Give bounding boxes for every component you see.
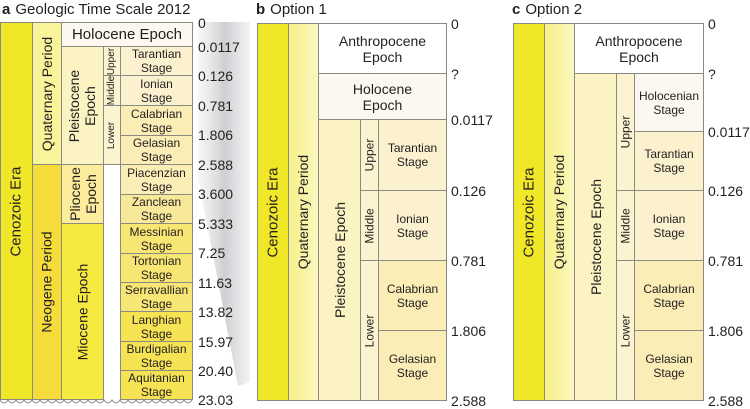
period-quaternary: Quaternary Period xyxy=(32,22,62,165)
tick-label: 0.126 xyxy=(198,68,234,84)
subseries-upper: Upper xyxy=(360,119,379,191)
panel-b-title: b Option 1 xyxy=(256,1,327,18)
tick-label: 1.806 xyxy=(198,127,234,143)
stage-serravallian: Serravallian Stage xyxy=(120,282,193,312)
zoom-connector-shading xyxy=(198,22,250,386)
epoch-pleistocene: Pleistocene Epoch xyxy=(574,73,617,401)
epoch-miocene: Miocene Epoch xyxy=(61,223,104,400)
stage-aquitanian: Aquitanian Stage xyxy=(120,370,193,400)
tick-label: 0.781 xyxy=(198,98,234,114)
stage-messinian: Messinian Stage xyxy=(120,223,193,254)
tick-label: 0 xyxy=(198,15,206,31)
tick-label: 5.333 xyxy=(198,216,234,232)
stage-calabrian: Calabrian Stage xyxy=(634,260,704,331)
subseries-lower: Lower xyxy=(103,105,121,165)
tick-label: 15.97 xyxy=(198,334,234,350)
stage-burdigalian: Burdigalian Stage xyxy=(120,341,193,371)
stage-gelasian: Gelasian Stage xyxy=(378,330,447,401)
subseries-upper: Upper xyxy=(103,46,121,76)
stage-zanclean: Zanclean Stage xyxy=(120,194,193,224)
tick-label: 2.588 xyxy=(708,393,744,409)
tick-label: ? xyxy=(708,66,716,82)
epoch-holocene: Holocene Epoch xyxy=(61,22,193,47)
subseries-lower: Lower xyxy=(616,260,635,401)
panel-c-title: c Option 2 xyxy=(512,1,583,18)
tick-label: 0 xyxy=(708,16,716,32)
tick-label: 0.0117 xyxy=(451,112,493,128)
subseries-middle: Middle xyxy=(616,190,635,261)
tick-label: 1.806 xyxy=(451,323,487,339)
panel-a-title: a Geologic Time Scale 2012 xyxy=(2,1,191,18)
epoch-anthropocene: Anthropocene Epoch xyxy=(318,23,447,74)
epoch-pliocene: Pliocene Epoch xyxy=(61,164,104,224)
tick-label: 2.588 xyxy=(451,393,487,409)
tick-label: 20.40 xyxy=(198,363,234,379)
stage-piacenzian: Piacenzian Stage xyxy=(120,164,193,195)
tick-label: 0.126 xyxy=(708,183,744,199)
stage-ionian: Ionian Stage xyxy=(634,190,704,261)
stage-tarantian: Tarantian Stage xyxy=(634,131,704,191)
era-cenozoic: Cenozoic Era xyxy=(513,23,545,401)
stage-calabrian: Calabrian Stage xyxy=(378,260,447,331)
subseries-upper: Upper xyxy=(616,73,635,191)
tick-label: 0.0117 xyxy=(198,39,240,55)
stage-tarantian: Tarantian Stage xyxy=(120,46,193,76)
tick-label: ? xyxy=(451,66,459,82)
epoch-anthropocene: Anthropocene Epoch xyxy=(574,23,704,74)
stage-ionian: Ionian Stage xyxy=(120,75,193,106)
tick-label: 1.806 xyxy=(708,323,744,339)
tick-label: 0.0117 xyxy=(708,124,750,140)
subseries-middle: Middle xyxy=(360,190,379,261)
stage-tortonian: Tortonian Stage xyxy=(120,253,193,283)
stage-gelasian: Gelasian Stage xyxy=(634,330,704,401)
epoch-holocene: Holocene Epoch xyxy=(318,73,447,120)
era-cenozoic: Cenozoic Era xyxy=(0,22,33,400)
era-cenozoic: Cenozoic Era xyxy=(257,23,289,401)
stage-gelasian: Gelasian Stage xyxy=(120,135,193,165)
tick-label: 13.82 xyxy=(198,304,234,320)
tick-label: 23.03 xyxy=(198,392,234,408)
tick-label: 0.126 xyxy=(451,183,487,199)
tick-label: 3.600 xyxy=(198,186,234,202)
period-neogene: Neogene Period xyxy=(32,164,62,400)
tick-label: 0.781 xyxy=(451,253,487,269)
tick-label: 0 xyxy=(451,16,459,32)
subseries-lower: Lower xyxy=(360,260,379,401)
epoch-pleistocene: Pleistocene Epoch xyxy=(318,119,361,401)
stage-langhian: Langhian Stage xyxy=(120,311,193,342)
stage-calabrian: Calabrian Stage xyxy=(120,105,193,136)
stage-ionian: Ionian Stage xyxy=(378,190,447,261)
tick-label: 2.588 xyxy=(198,157,234,173)
stage-holocenian: Holocenian Stage xyxy=(634,73,704,132)
epoch-pleistocene: Pleistocene Epoch xyxy=(61,46,104,165)
tick-label: 11.63 xyxy=(198,275,232,291)
period-quaternary: Quaternary Period xyxy=(544,23,575,401)
tick-label: 0.781 xyxy=(708,253,744,269)
wavy-bottom-edge xyxy=(0,399,193,404)
stage-tarantian: Tarantian Stage xyxy=(378,119,447,191)
tick-label: 7.25 xyxy=(198,245,226,261)
subseries-middle: Middle xyxy=(103,75,121,106)
period-quaternary: Quaternary Period xyxy=(288,23,319,401)
